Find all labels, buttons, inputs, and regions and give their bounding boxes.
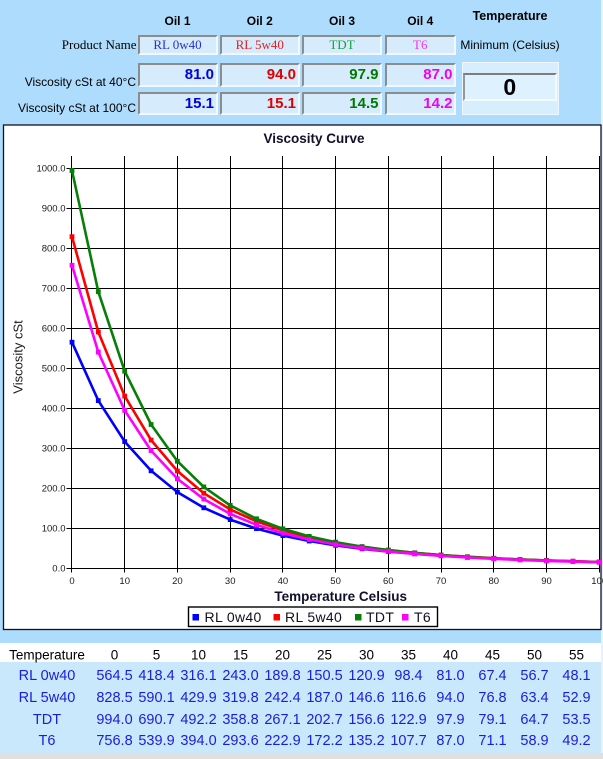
svg-text:50: 50 — [330, 576, 341, 587]
svg-text:RL 5w40: RL 5w40 — [285, 609, 342, 625]
svg-text:100: 100 — [591, 576, 603, 587]
svg-text:1000.0: 1000.0 — [36, 163, 65, 174]
svg-text:0.0: 0.0 — [52, 563, 65, 574]
svg-text:500.0: 500.0 — [42, 363, 66, 374]
svg-text:60: 60 — [383, 576, 394, 587]
svg-text:T6: T6 — [414, 609, 431, 625]
svg-text:Viscosity cSt: Viscosity cSt — [11, 320, 26, 394]
svg-text:TDT: TDT — [366, 609, 394, 625]
svg-text:20: 20 — [172, 576, 183, 587]
svg-text:800.0: 800.0 — [42, 243, 66, 254]
svg-text:100.0: 100.0 — [42, 523, 66, 534]
svg-text:10: 10 — [119, 576, 130, 587]
svg-text:80: 80 — [489, 576, 500, 587]
svg-text:70: 70 — [436, 576, 447, 587]
svg-text:0: 0 — [69, 576, 74, 587]
svg-text:300.0: 300.0 — [42, 443, 66, 454]
svg-text:700.0: 700.0 — [42, 283, 66, 294]
svg-text:Temperature Celsius: Temperature Celsius — [274, 589, 407, 604]
svg-text:900.0: 900.0 — [42, 203, 66, 214]
svg-text:200.0: 200.0 — [42, 483, 66, 494]
svg-text:Viscosity Curve: Viscosity Curve — [263, 131, 365, 146]
svg-text:400.0: 400.0 — [42, 403, 66, 414]
svg-text:40: 40 — [278, 576, 289, 587]
svg-text:30: 30 — [225, 576, 236, 587]
svg-text:RL 0w40: RL 0w40 — [205, 609, 262, 625]
svg-text:90: 90 — [541, 576, 552, 587]
svg-text:600.0: 600.0 — [42, 323, 66, 334]
